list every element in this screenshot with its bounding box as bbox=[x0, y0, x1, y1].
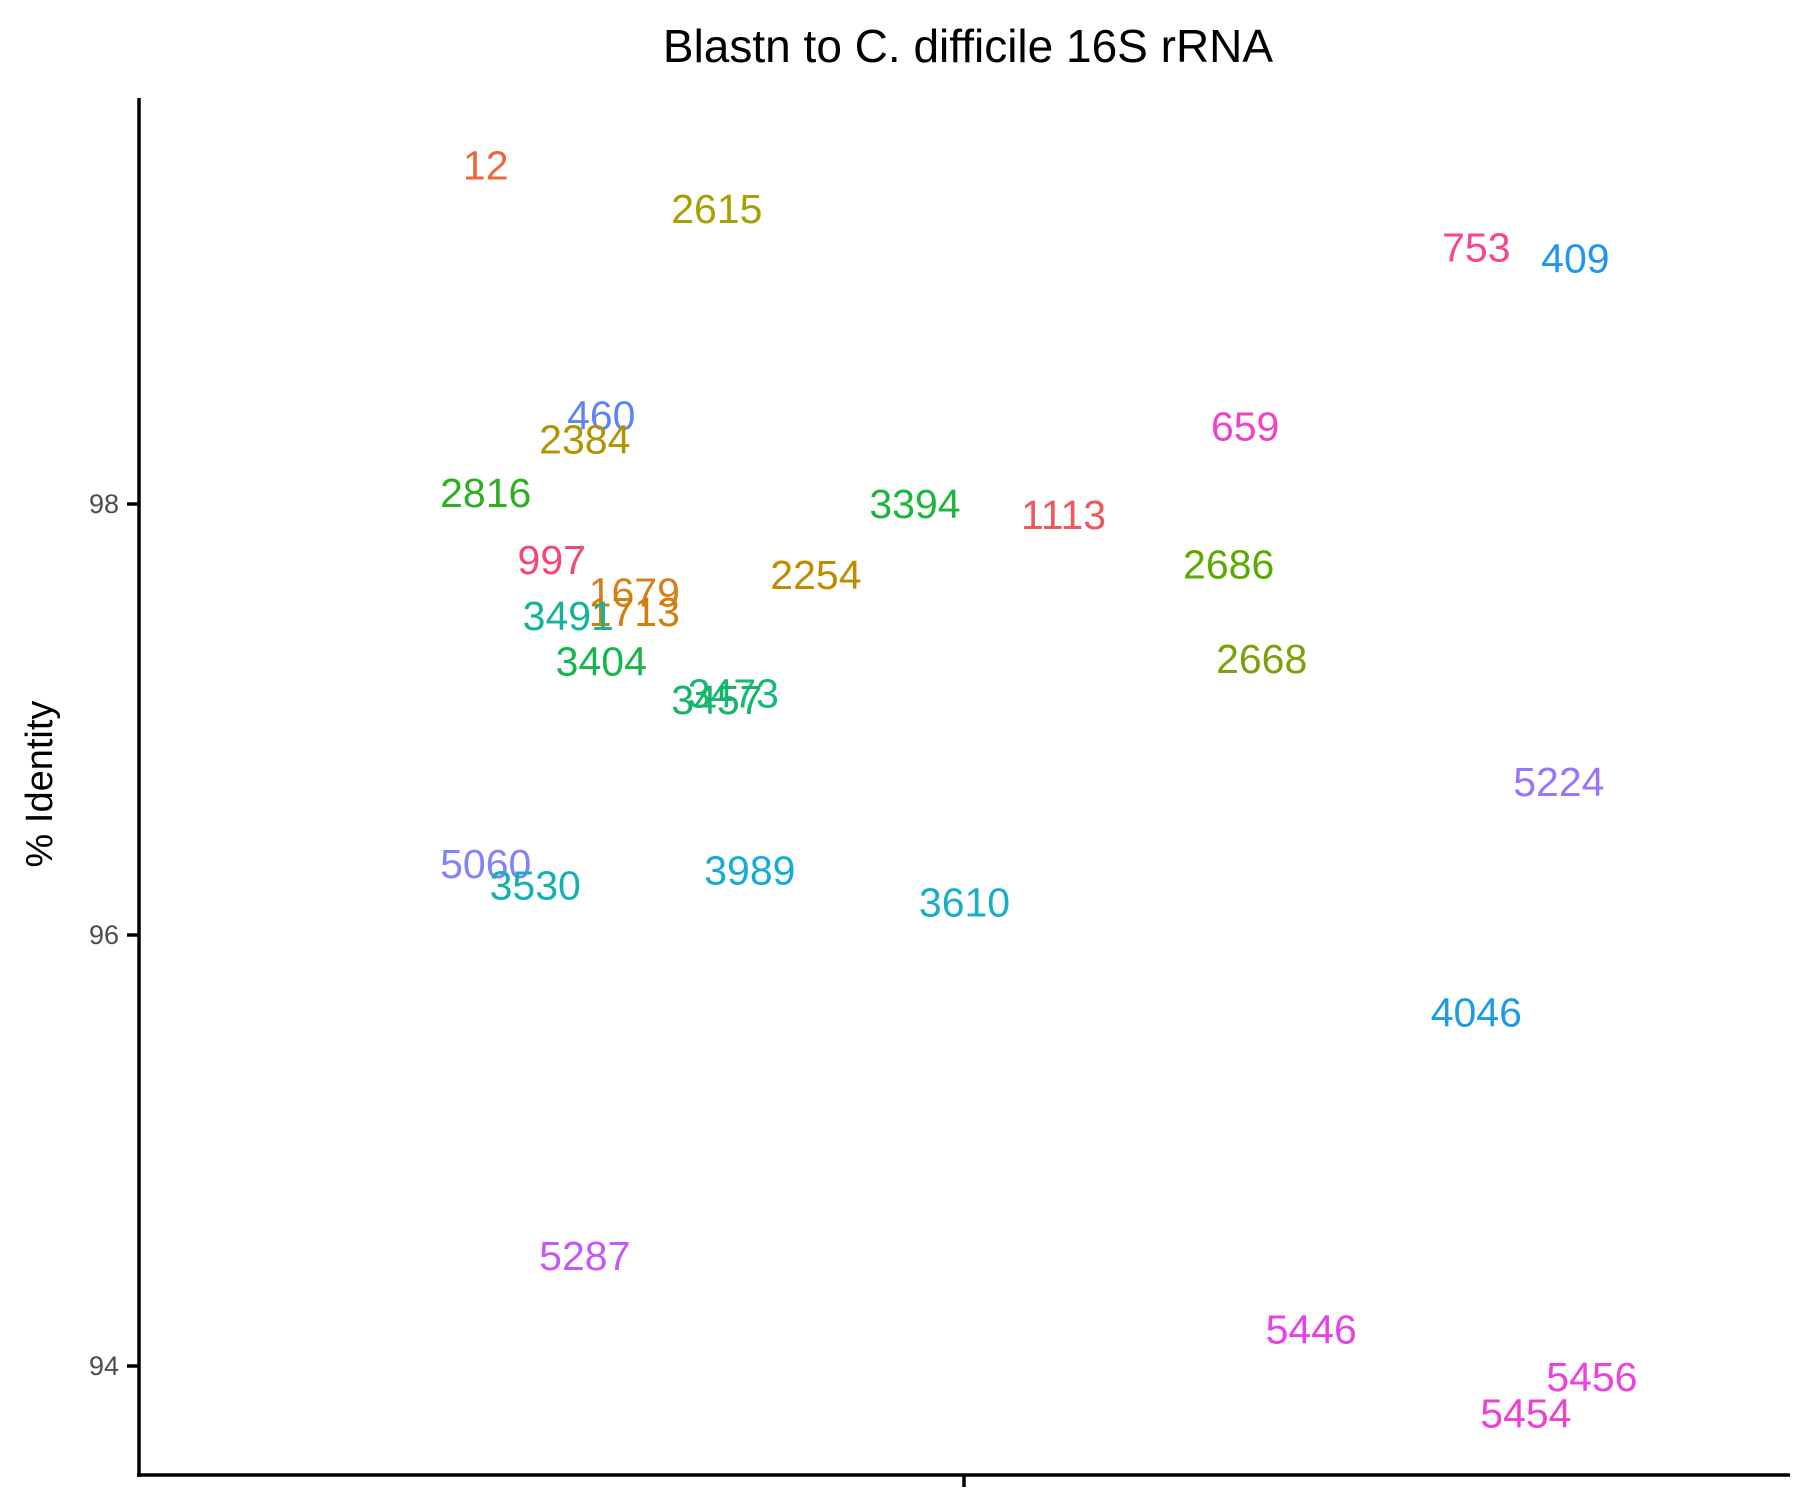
point-label: 3989 bbox=[704, 847, 795, 893]
point-label: 2254 bbox=[770, 552, 861, 598]
y-axis-ticks: 94 96 98 bbox=[89, 489, 139, 1381]
point-label: 12 bbox=[463, 143, 509, 189]
point-label: 460 bbox=[567, 393, 635, 439]
point-label: 1113 bbox=[1021, 492, 1106, 538]
y-tick-label: 98 bbox=[89, 489, 119, 519]
point-label: 3394 bbox=[869, 481, 960, 527]
point-label: 5454 bbox=[1480, 1390, 1571, 1436]
point-label: 2384 bbox=[539, 416, 630, 462]
y-axis-label: % Identity bbox=[19, 701, 61, 868]
point-label: 3457 bbox=[671, 677, 762, 723]
point-label: 5446 bbox=[1266, 1306, 1357, 1352]
point-label: 3404 bbox=[556, 638, 647, 684]
point-label: 4046 bbox=[1431, 990, 1522, 1036]
point-label: 2668 bbox=[1216, 636, 1307, 682]
point-label: 2816 bbox=[440, 470, 531, 516]
point-label: 659 bbox=[1211, 403, 1279, 449]
point-label: 2615 bbox=[671, 186, 762, 232]
y-tick-label: 96 bbox=[89, 920, 119, 950]
point-label: 1679 bbox=[589, 569, 680, 615]
point-label: 5287 bbox=[539, 1233, 630, 1279]
point-label: 3610 bbox=[919, 880, 1010, 926]
point-label: 3473 bbox=[688, 671, 779, 717]
point-label: 1713 bbox=[589, 589, 680, 635]
point-label: 5456 bbox=[1546, 1354, 1637, 1400]
point-label: 5060 bbox=[440, 841, 531, 887]
point-label: 3530 bbox=[490, 862, 581, 908]
point-label: 409 bbox=[1541, 235, 1609, 281]
point-label: 997 bbox=[518, 537, 586, 583]
point-label: 2686 bbox=[1183, 541, 1274, 587]
y-tick-label: 94 bbox=[89, 1351, 119, 1381]
point-label: 5224 bbox=[1513, 759, 1604, 805]
chart-title: Blastn to C. difficile 16S rRNA bbox=[663, 20, 1273, 72]
point-label: 753 bbox=[1442, 225, 1510, 271]
point-label: 3491 bbox=[523, 593, 614, 639]
